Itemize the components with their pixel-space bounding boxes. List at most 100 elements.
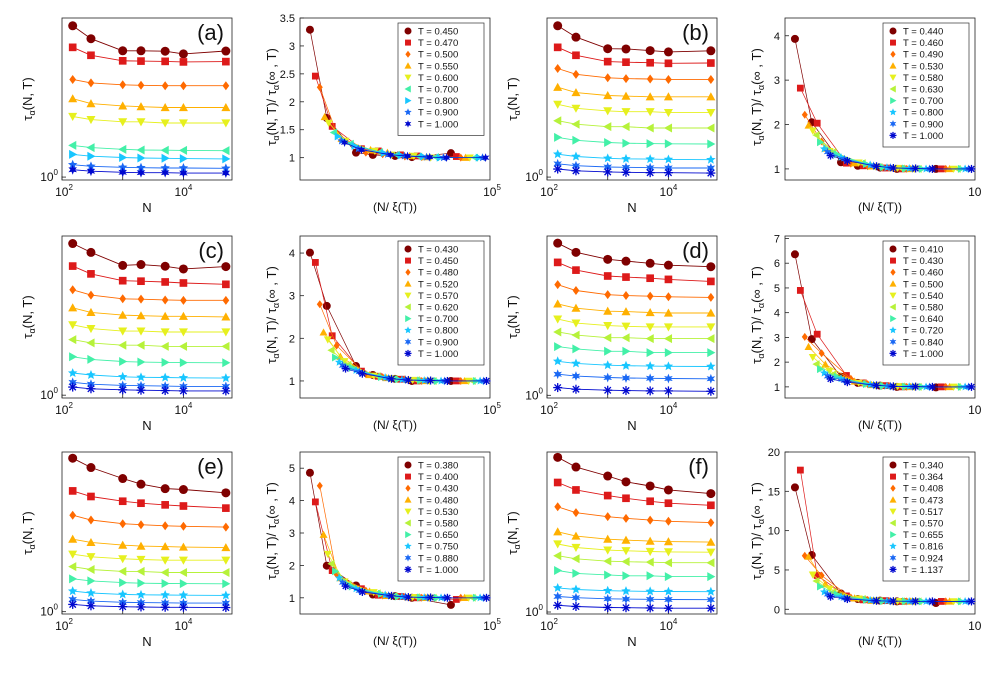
- left-data-point: [645, 258, 655, 268]
- left-data-point: [663, 586, 674, 596]
- right-data-point: [796, 84, 804, 92]
- legend-marker: [404, 245, 412, 253]
- left-data-point: [222, 358, 231, 368]
- legend-entry: T = 0.364: [903, 472, 943, 483]
- right-data-point: [825, 367, 834, 376]
- right-data-point: [305, 248, 314, 257]
- left-data-point: [663, 548, 673, 557]
- legend-marker: [890, 39, 896, 46]
- left-xlabel: N: [627, 418, 636, 433]
- left-data-point: [160, 311, 170, 320]
- left-data-point: [160, 386, 170, 396]
- left-data-point: [603, 167, 613, 177]
- right-xlabel: (N/ ξ(T)): [373, 634, 417, 648]
- right-ytick-label: 3.5: [280, 13, 295, 25]
- left-ylabel: τα(N, T): [505, 77, 522, 120]
- left-data-point: [221, 168, 231, 179]
- left-data-point: [621, 322, 631, 331]
- legend-entry: T = 0.600: [418, 73, 458, 84]
- right-data-point: [911, 597, 920, 606]
- legend-box: [397, 456, 485, 582]
- legend-marker: [889, 303, 896, 311]
- left-ytick-label-1: 100: [525, 386, 543, 402]
- left-data-point: [222, 154, 231, 164]
- right-data-point: [840, 593, 849, 603]
- panel-label: (e): [197, 454, 224, 479]
- legend-entry: T = 0.480: [418, 495, 458, 506]
- right-data-point: [911, 382, 920, 391]
- left-data-point: [706, 46, 716, 56]
- left-data-point: [603, 153, 613, 163]
- left-data-point: [664, 348, 673, 358]
- right-data-point: [316, 481, 323, 490]
- left-data-point: [621, 386, 631, 396]
- left-data-point: [137, 57, 145, 65]
- left-data-point: [118, 162, 128, 172]
- legend-entry: T = 0.840: [903, 337, 943, 348]
- right-xtick-label-100000: 105: [968, 617, 981, 633]
- legend-marker: [889, 74, 897, 81]
- right-ylabel: τα(N, T)/ τα(∞ , T): [749, 48, 766, 146]
- legend-box: [882, 22, 970, 148]
- right-data-point: [465, 154, 474, 162]
- right-ytick-label: 4: [774, 308, 780, 320]
- right-ylabel: τα(N, T)/ τα(∞ , T): [749, 266, 766, 364]
- left-plot-b: 102 104 100 Nτα(N, T) (b): [505, 17, 718, 215]
- left-series-line: [72, 289, 226, 301]
- left-data-point: [553, 164, 563, 174]
- left-ylabel: τα(N, T): [505, 295, 522, 338]
- left-data-point: [119, 80, 127, 90]
- left-data-point: [646, 291, 654, 301]
- left-series-line: [557, 284, 711, 298]
- left-data-point: [572, 69, 580, 79]
- left-data-point: [665, 292, 672, 302]
- left-series-line: [557, 346, 711, 354]
- left-data-point: [118, 276, 127, 285]
- right-data-point: [404, 376, 413, 385]
- legend-marker: [889, 326, 897, 334]
- left-data-point: [603, 272, 612, 280]
- left-data-point: [221, 603, 231, 613]
- left-data-point: [86, 564, 95, 574]
- right-axes-box: [299, 235, 491, 399]
- left-data-point: [136, 541, 146, 550]
- right-data-point: [967, 382, 976, 391]
- left-data-point: [118, 371, 128, 381]
- left-data-point: [553, 600, 563, 610]
- left-data-point: [553, 158, 562, 169]
- left-data-point: [86, 166, 96, 177]
- left-data-point: [622, 494, 630, 503]
- right-ytick-label: 5: [774, 283, 780, 295]
- left-data-point: [553, 116, 562, 126]
- left-data-point: [160, 119, 170, 128]
- left-data-point: [646, 497, 654, 506]
- left-data-point: [221, 119, 231, 128]
- right-data-point: [452, 596, 460, 603]
- legend-entry: T = 0.580: [903, 303, 943, 314]
- right-data-point: [319, 530, 328, 538]
- left-data-point: [707, 277, 715, 286]
- left-ytick-label-1: 100: [525, 603, 543, 619]
- legend-marker: [890, 257, 896, 264]
- right-data-point: [305, 468, 314, 477]
- left-data-point: [664, 594, 673, 605]
- left-data-point: [621, 256, 631, 266]
- left-data-point: [571, 554, 580, 564]
- left-xlabel: N: [142, 634, 151, 649]
- right-data-point: [872, 381, 881, 390]
- left-data-point: [179, 279, 188, 287]
- right-xtick-label-100000: 105: [483, 183, 501, 199]
- left-data-point: [604, 137, 613, 147]
- left-data-point: [119, 153, 128, 163]
- left-axes-box: [61, 451, 233, 615]
- left-data-point: [664, 499, 673, 508]
- left-data-point: [180, 295, 187, 305]
- left-series-line: [557, 318, 711, 328]
- right-data-point: [319, 328, 328, 336]
- right-data-point: [813, 119, 821, 127]
- left-data-point: [136, 118, 146, 127]
- right-data-point: [452, 153, 460, 160]
- left-data-point: [118, 340, 127, 350]
